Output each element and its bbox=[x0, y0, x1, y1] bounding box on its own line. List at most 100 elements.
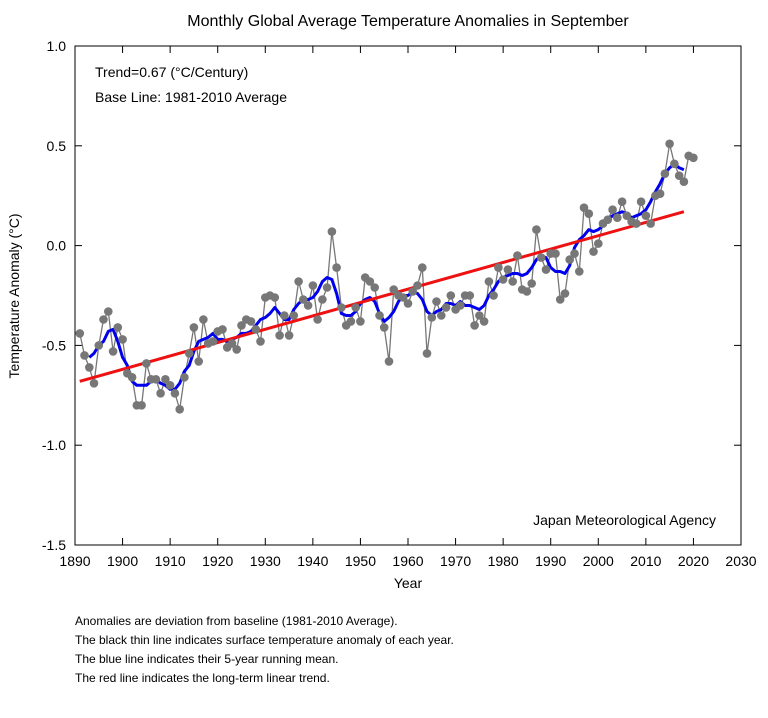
x-tick-label: 2030 bbox=[725, 553, 756, 569]
anomaly-point bbox=[346, 317, 356, 326]
x-axis-label: Year bbox=[394, 575, 423, 591]
chart-title: Monthly Global Average Temperature Anoma… bbox=[187, 13, 629, 30]
anomaly-point bbox=[432, 297, 441, 306]
anomaly-point bbox=[308, 281, 318, 290]
anomaly-point bbox=[270, 293, 280, 302]
anomaly-point bbox=[194, 357, 203, 366]
anomaly-point bbox=[522, 287, 532, 296]
x-tick-label: 1930 bbox=[250, 553, 281, 569]
source-annotation: Japan Meteorological Agency bbox=[533, 512, 716, 528]
anomaly-point bbox=[184, 349, 194, 358]
anomaly-point bbox=[299, 295, 308, 304]
x-tick-label: 1980 bbox=[488, 553, 519, 569]
x-tick-label: 2000 bbox=[583, 553, 614, 569]
anomaly-point bbox=[475, 311, 484, 320]
anomaly-point bbox=[541, 265, 551, 274]
note-blue-line: The blue line indicates their 5-year run… bbox=[75, 652, 339, 666]
anomaly-point bbox=[113, 323, 123, 332]
anomaly-point bbox=[527, 279, 536, 288]
anomaly-point bbox=[237, 321, 246, 330]
anomaly-point bbox=[89, 379, 99, 388]
anomaly-point bbox=[379, 323, 389, 332]
running-mean-series-line bbox=[88, 162, 685, 391]
anomaly-point bbox=[170, 389, 180, 398]
anomaly-point bbox=[437, 311, 446, 320]
anomaly-point bbox=[94, 341, 104, 350]
trend-annotation: Trend=0.67 (°C/Century) bbox=[95, 64, 248, 80]
anomaly-series-line bbox=[79, 143, 694, 410]
anomaly-point bbox=[370, 283, 380, 292]
anomaly-point bbox=[655, 189, 665, 198]
x-tick-label: 1950 bbox=[345, 553, 376, 569]
anomaly-point bbox=[617, 197, 627, 206]
anomaly-point bbox=[641, 211, 651, 220]
anomaly-point bbox=[218, 325, 227, 334]
anomaly-point bbox=[646, 219, 655, 228]
anomaly-point bbox=[384, 357, 394, 366]
anomaly-point bbox=[503, 265, 513, 274]
anomaly-point bbox=[313, 315, 322, 324]
x-tick-label: 2010 bbox=[630, 553, 661, 569]
anomaly-point bbox=[422, 349, 432, 358]
anomaly-point bbox=[151, 375, 161, 384]
x-tick-label: 1960 bbox=[392, 553, 423, 569]
anomaly-point bbox=[337, 303, 346, 312]
anomaly-point bbox=[589, 247, 598, 256]
anomaly-point bbox=[536, 253, 546, 262]
y-tick-label: -1.5 bbox=[42, 537, 66, 553]
anomaly-point bbox=[246, 317, 256, 326]
y-tick-label: 1.0 bbox=[47, 38, 67, 54]
anomaly-point bbox=[289, 311, 299, 320]
anomaly-point bbox=[398, 293, 408, 302]
anomaly-point bbox=[232, 345, 241, 354]
anomaly-point bbox=[275, 331, 284, 340]
anomaly-point bbox=[674, 171, 684, 180]
anomaly-point bbox=[427, 313, 437, 322]
anomaly-point bbox=[570, 249, 579, 258]
anomaly-point bbox=[456, 301, 465, 310]
anomaly-point bbox=[470, 321, 479, 330]
anomaly-point bbox=[494, 263, 503, 272]
y-tick-label: -1.0 bbox=[42, 437, 66, 453]
anomaly-point bbox=[356, 317, 365, 326]
anomaly-point bbox=[513, 251, 522, 260]
anomaly-point bbox=[365, 277, 375, 286]
anomaly-point bbox=[227, 339, 237, 348]
anomaly-point bbox=[446, 291, 456, 300]
anomaly-point bbox=[208, 337, 218, 346]
anomaly-point bbox=[484, 277, 494, 286]
anomaly-point bbox=[508, 277, 517, 286]
anomaly-point bbox=[636, 197, 646, 206]
anomaly-point bbox=[127, 373, 137, 382]
anomaly-point bbox=[441, 303, 451, 312]
temperature-anomaly-chart: Monthly Global Average Temperature Anoma… bbox=[6, 13, 757, 591]
anomaly-point bbox=[465, 291, 475, 300]
anomaly-point bbox=[560, 289, 570, 298]
note-red-line: The red line indicates the long-term lin… bbox=[75, 671, 330, 685]
anomaly-point bbox=[256, 337, 265, 346]
anomaly-point bbox=[408, 287, 418, 296]
anomaly-point bbox=[108, 347, 118, 356]
anomaly-point bbox=[584, 209, 594, 218]
anomaly-point bbox=[327, 227, 337, 236]
anomaly-point bbox=[180, 373, 189, 382]
anomaly-point bbox=[322, 283, 332, 292]
y-axis-label: Temperature Anomaly (°C) bbox=[6, 213, 22, 378]
anomaly-point bbox=[413, 281, 422, 290]
baseline-annotation: Base Line: 1981-2010 Average bbox=[95, 89, 287, 105]
anomaly-point bbox=[284, 331, 294, 340]
anomaly-point bbox=[665, 139, 674, 149]
anomaly-point bbox=[189, 323, 199, 332]
x-tick-label: 1900 bbox=[107, 553, 138, 569]
anomaly-point bbox=[660, 169, 670, 178]
x-tick-label: 1990 bbox=[535, 553, 566, 569]
x-tick-label: 2020 bbox=[678, 553, 709, 569]
anomaly-point bbox=[632, 219, 641, 228]
x-tick-label: 1970 bbox=[440, 553, 471, 569]
anomaly-point bbox=[161, 375, 170, 384]
anomaly-point bbox=[689, 153, 698, 163]
x-axis: 1890 1900 1910 1920 1930 1940 1950 1960 1970 1980… bbox=[59, 46, 757, 569]
anomaly-point bbox=[551, 249, 560, 258]
anomaly-point bbox=[418, 263, 427, 272]
anomaly-point bbox=[280, 311, 289, 320]
